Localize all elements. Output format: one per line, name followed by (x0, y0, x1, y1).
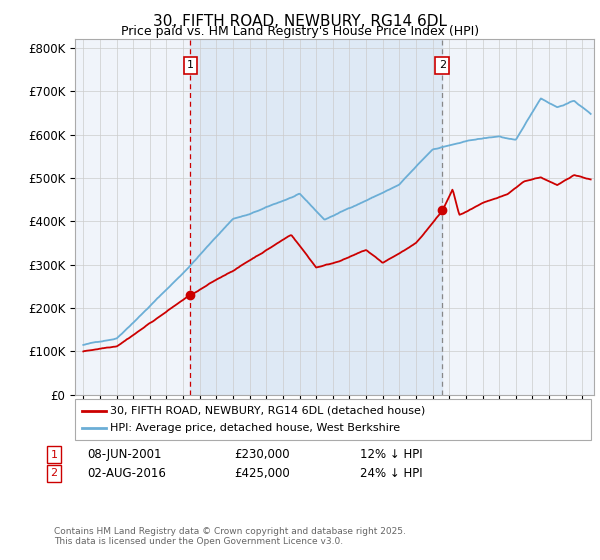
Text: 1: 1 (50, 450, 58, 460)
Text: 08-JUN-2001: 08-JUN-2001 (87, 448, 161, 461)
Text: 2: 2 (50, 468, 58, 478)
Text: 30, FIFTH ROAD, NEWBURY, RG14 6DL: 30, FIFTH ROAD, NEWBURY, RG14 6DL (153, 14, 447, 29)
Text: 30, FIFTH ROAD, NEWBURY, RG14 6DL (detached house): 30, FIFTH ROAD, NEWBURY, RG14 6DL (detac… (110, 405, 425, 416)
Text: Contains HM Land Registry data © Crown copyright and database right 2025.
This d: Contains HM Land Registry data © Crown c… (54, 526, 406, 546)
Text: 02-AUG-2016: 02-AUG-2016 (87, 466, 166, 480)
Text: 2: 2 (439, 60, 446, 70)
Text: £230,000: £230,000 (234, 448, 290, 461)
Text: HPI: Average price, detached house, West Berkshire: HPI: Average price, detached house, West… (110, 423, 400, 433)
Text: 1: 1 (187, 60, 194, 70)
Text: 12% ↓ HPI: 12% ↓ HPI (360, 448, 422, 461)
Text: £425,000: £425,000 (234, 466, 290, 480)
Text: 24% ↓ HPI: 24% ↓ HPI (360, 466, 422, 480)
Bar (190, 39, 442, 395)
Text: Price paid vs. HM Land Registry's House Price Index (HPI): Price paid vs. HM Land Registry's House … (121, 25, 479, 38)
